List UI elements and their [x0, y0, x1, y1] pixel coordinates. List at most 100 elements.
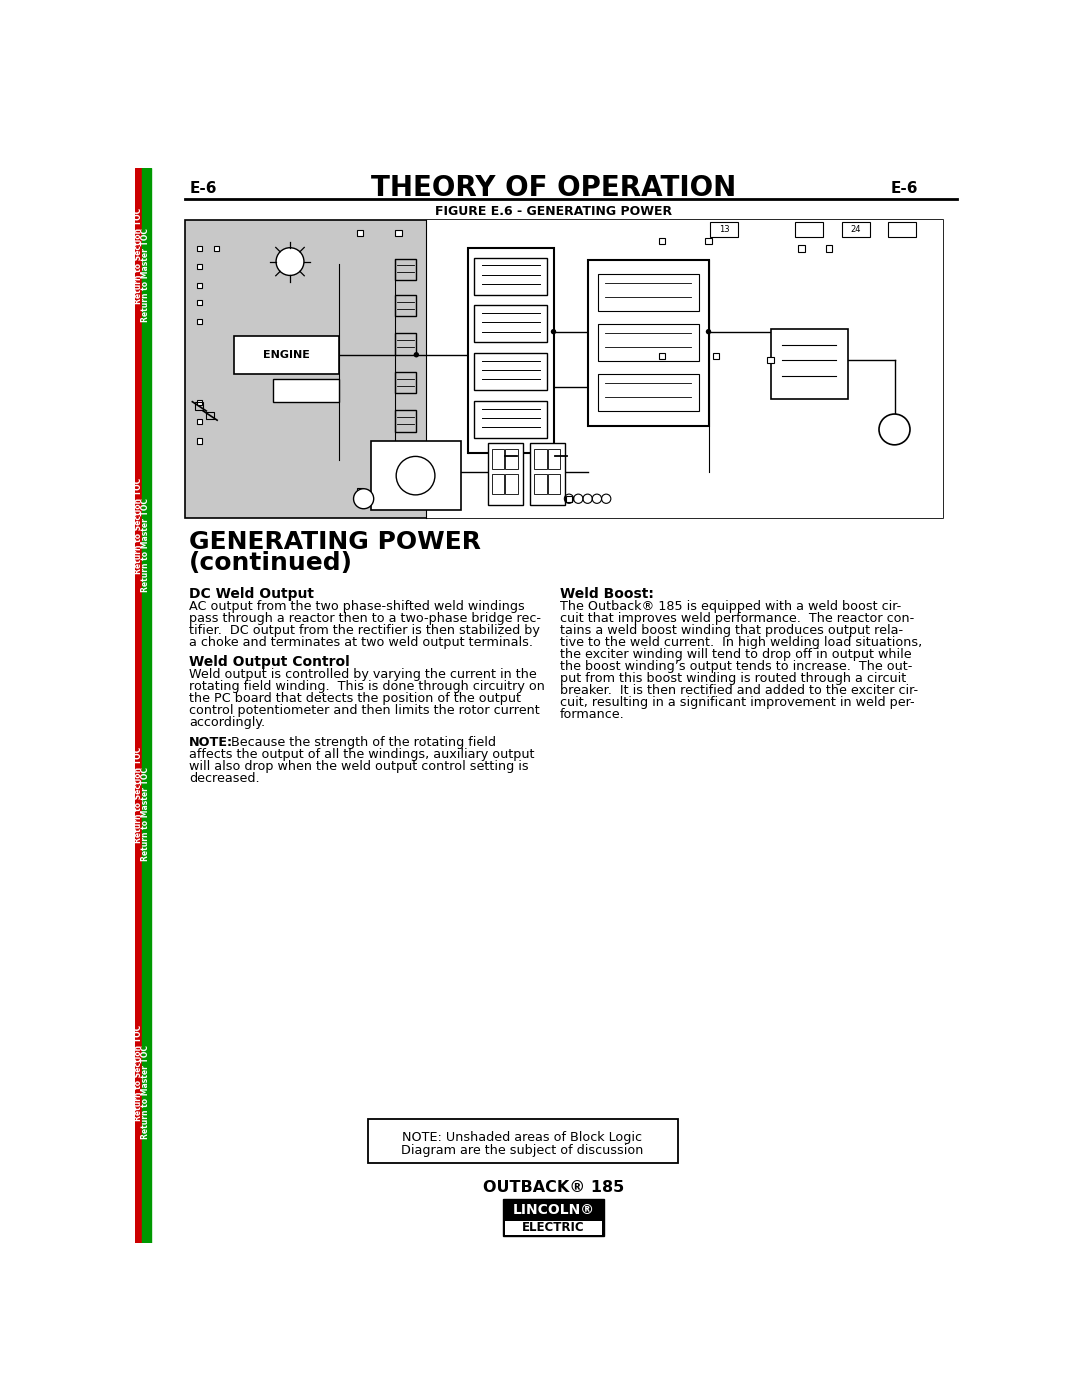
Bar: [659, 353, 665, 359]
Text: LINCOLN®: LINCOLN®: [513, 1203, 594, 1217]
Text: formance.: formance.: [559, 708, 624, 721]
Text: NOTE: Unshaded areas of Block Logic: NOTE: Unshaded areas of Block Logic: [403, 1132, 643, 1144]
Bar: [505, 450, 517, 469]
Text: Return to Section TOC: Return to Section TOC: [134, 747, 143, 844]
Text: Return to Section TOC: Return to Section TOC: [134, 208, 143, 305]
Text: control potentiometer and then limits the rotor current: control potentiometer and then limits th…: [189, 704, 540, 717]
Bar: [504, 1221, 603, 1235]
Bar: [474, 257, 548, 295]
Text: FIGURE E.6 - GENERATING POWER: FIGURE E.6 - GENERATING POWER: [435, 205, 672, 218]
Circle shape: [414, 352, 419, 358]
Text: 13: 13: [718, 225, 729, 233]
Bar: [394, 411, 416, 432]
Bar: [197, 400, 202, 405]
Bar: [197, 439, 202, 444]
Text: a choke and terminates at two weld output terminals.: a choke and terminates at two weld outpu…: [189, 636, 534, 650]
Bar: [197, 419, 202, 425]
Bar: [197, 282, 202, 288]
Bar: [394, 258, 416, 279]
Bar: [372, 441, 460, 510]
Text: Weld Output Control: Weld Output Control: [189, 655, 350, 669]
Bar: [548, 450, 561, 469]
Text: The Outback® 185 is equipped with a weld boost cir-: The Outback® 185 is equipped with a weld…: [559, 601, 901, 613]
Bar: [889, 222, 916, 237]
Text: E-6: E-6: [189, 182, 217, 196]
Bar: [597, 274, 699, 312]
Bar: [768, 358, 773, 363]
Bar: [141, 168, 150, 1243]
Bar: [488, 443, 523, 504]
Text: cuit that improves weld performance.  The reactor con-: cuit that improves weld performance. The…: [559, 612, 914, 626]
Text: breaker.  It is then rectified and added to the exciter cir-: breaker. It is then rectified and added …: [559, 685, 918, 697]
Circle shape: [276, 247, 303, 275]
Text: the exciter winding will tend to drop off in output while: the exciter winding will tend to drop of…: [559, 648, 912, 661]
Text: Weld output is controlled by varying the current in the: Weld output is controlled by varying the…: [189, 668, 537, 682]
Text: Diagram are the subject of discussion: Diagram are the subject of discussion: [402, 1144, 644, 1157]
Text: GENERATING POWER: GENERATING POWER: [189, 529, 482, 553]
Bar: [474, 401, 548, 437]
Circle shape: [353, 489, 374, 509]
Bar: [395, 231, 402, 236]
Bar: [705, 237, 712, 244]
Text: Return to Master TOC: Return to Master TOC: [141, 229, 150, 323]
Bar: [825, 246, 832, 251]
Bar: [491, 474, 504, 495]
Bar: [597, 374, 699, 411]
Bar: [234, 335, 339, 374]
Bar: [197, 246, 202, 251]
Text: (continued): (continued): [189, 550, 353, 576]
Text: tains a weld boost winding that produces output rela-: tains a weld boost winding that produces…: [559, 624, 903, 637]
Text: accordingly.: accordingly.: [189, 715, 266, 729]
Bar: [474, 353, 548, 390]
Bar: [505, 474, 517, 495]
Circle shape: [706, 328, 712, 334]
Bar: [469, 249, 554, 453]
Bar: [206, 412, 214, 419]
Bar: [659, 237, 665, 244]
Text: Return to Master TOC: Return to Master TOC: [141, 497, 150, 592]
Text: ENGINE: ENGINE: [264, 349, 310, 360]
Bar: [535, 450, 546, 469]
Bar: [474, 306, 548, 342]
Text: cuit, resulting in a significant improvement in weld per-: cuit, resulting in a significant improve…: [559, 696, 915, 708]
Text: tive to the weld current.  In high welding load situations,: tive to the weld current. In high weldin…: [559, 636, 922, 650]
Bar: [597, 324, 699, 360]
Bar: [770, 330, 848, 398]
Text: 24: 24: [851, 225, 861, 233]
Text: OUTBACK® 185: OUTBACK® 185: [483, 1180, 624, 1196]
Text: ELECTRIC: ELECTRIC: [523, 1221, 584, 1235]
Bar: [361, 496, 367, 502]
Bar: [713, 353, 719, 359]
Text: Return to Master TOC: Return to Master TOC: [141, 1045, 150, 1139]
Circle shape: [879, 414, 910, 444]
Bar: [135, 168, 141, 1243]
Bar: [548, 474, 561, 495]
Bar: [589, 260, 708, 426]
Bar: [394, 372, 416, 393]
Bar: [214, 246, 219, 251]
Text: Because the strength of the rotating field: Because the strength of the rotating fie…: [224, 736, 497, 749]
Bar: [367, 1119, 677, 1164]
Circle shape: [396, 457, 435, 495]
Text: pass through a reactor then to a two-phase bridge rec-: pass through a reactor then to a two-pha…: [189, 612, 541, 626]
Bar: [356, 231, 363, 236]
Text: AC output from the two phase-shifted weld windings: AC output from the two phase-shifted wel…: [189, 601, 525, 613]
Bar: [798, 246, 805, 251]
Text: Return to Section TOC: Return to Section TOC: [134, 478, 143, 574]
Bar: [426, 219, 943, 518]
Circle shape: [551, 328, 556, 334]
Bar: [710, 222, 738, 237]
Text: THEORY OF OPERATION: THEORY OF OPERATION: [370, 175, 737, 203]
Text: Return to Master TOC: Return to Master TOC: [141, 767, 150, 862]
Bar: [535, 474, 546, 495]
Bar: [491, 450, 504, 469]
Text: will also drop when the weld output control setting is: will also drop when the weld output cont…: [189, 760, 529, 773]
Bar: [503, 1200, 604, 1236]
Bar: [197, 264, 202, 268]
Text: the boost winding’s output tends to increase.  The out-: the boost winding’s output tends to incr…: [559, 659, 913, 673]
Bar: [356, 488, 363, 495]
Bar: [504, 1201, 603, 1221]
Text: Weld Boost:: Weld Boost:: [559, 587, 653, 601]
Text: DC Weld Output: DC Weld Output: [189, 587, 314, 601]
Text: decreased.: decreased.: [189, 773, 260, 785]
